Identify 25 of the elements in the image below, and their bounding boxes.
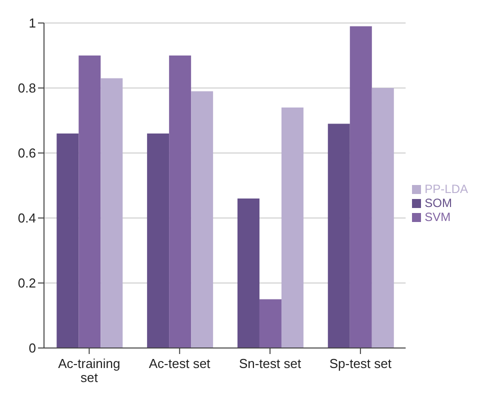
y-tick-label: 0 xyxy=(28,340,36,356)
x-tick-label: Sn-test set xyxy=(238,356,302,371)
bar xyxy=(237,198,260,348)
legend-label: SVM xyxy=(424,210,451,224)
bar xyxy=(169,56,192,348)
bar xyxy=(147,134,170,348)
bar xyxy=(56,134,79,348)
bar xyxy=(259,299,282,348)
x-tick-label: Ac-training set xyxy=(58,356,120,385)
bar xyxy=(281,108,304,348)
x-tick-label: Ac-test set xyxy=(148,356,211,371)
y-tick-label: 1 xyxy=(28,16,36,31)
legend-label: PP-LDA xyxy=(424,182,468,196)
y-tick-label: 0.8 xyxy=(18,80,36,96)
bar xyxy=(350,26,372,348)
bar xyxy=(191,91,214,348)
bar xyxy=(78,56,101,348)
bar xyxy=(328,124,350,348)
bar xyxy=(372,88,394,348)
y-tick-label: 0.2 xyxy=(18,276,36,291)
y-tick-label: 0.6 xyxy=(18,146,36,161)
legend-label: SOM xyxy=(424,196,452,210)
y-tick-label: 0.4 xyxy=(18,210,36,226)
x-tick-label: Sp-test set xyxy=(329,356,392,371)
bar xyxy=(100,78,123,348)
